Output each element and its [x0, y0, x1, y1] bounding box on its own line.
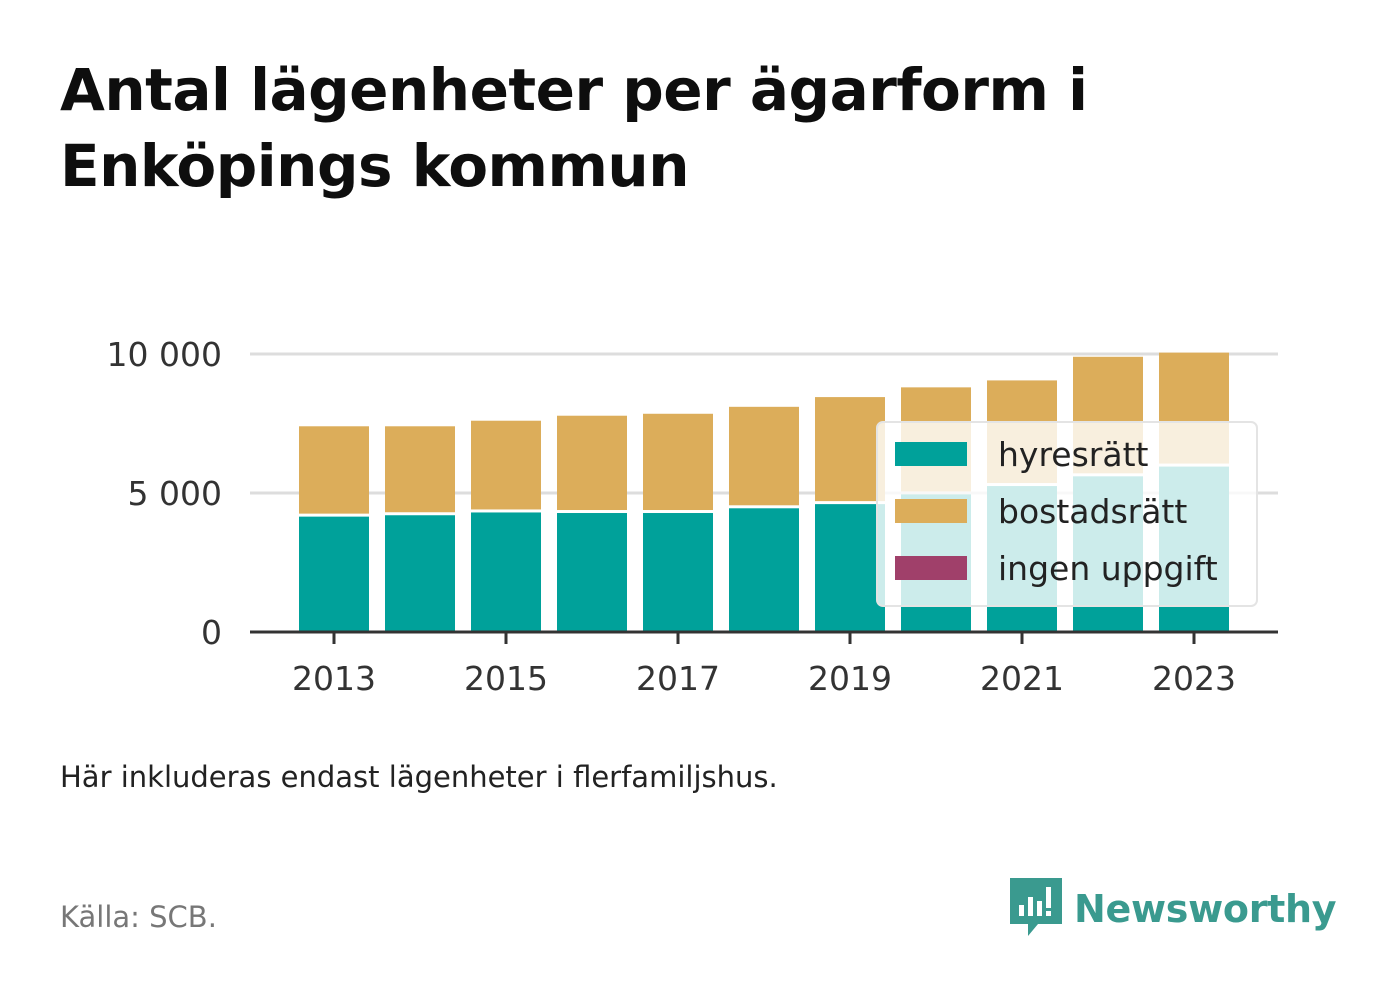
bar-2014-series-1 — [385, 426, 455, 513]
bar-2017-series-1 — [643, 413, 713, 511]
x-tick-label: 2021 — [980, 659, 1064, 698]
bar-2019-series-0 — [815, 504, 885, 632]
x-axis-ticks: 2013 2015 2017 2019 2021 2023 — [292, 632, 1236, 698]
x-tick-label: 2017 — [636, 659, 720, 698]
x-tick-label: 2013 — [292, 659, 376, 698]
x-tick-label: 2015 — [464, 659, 548, 698]
legend-swatch — [895, 556, 967, 580]
x-tick-label: 2023 — [1152, 659, 1236, 698]
newsworthy-logo[interactable]: Newsworthy — [1010, 878, 1337, 940]
brand-name: Newsworthy — [1074, 887, 1337, 931]
x-tick-label: 2019 — [808, 659, 892, 698]
legend-box — [876, 421, 1258, 607]
legend-swatch — [895, 442, 967, 466]
legend-label: bostadsrätt — [998, 492, 1187, 531]
bar-2015-series-1 — [471, 420, 541, 510]
y-tick-label: 10 000 — [107, 335, 222, 374]
legend: hyresrätt bostadsrätt ingen uppgift — [876, 421, 1258, 607]
bar-2016-series-0 — [557, 513, 627, 632]
bar-2018-series-0 — [729, 508, 799, 632]
legend-label: hyresrätt — [998, 435, 1149, 474]
y-axis-ticks: 0 5 000 10 000 — [107, 335, 222, 652]
bar-2013-series-0 — [299, 516, 369, 632]
y-tick-label: 0 — [201, 613, 222, 652]
legend-label: ingen uppgift — [998, 549, 1218, 588]
bar-2016-series-1 — [557, 415, 627, 511]
chart-title: Antal lägenheter per ägarform i Enköping… — [60, 56, 1088, 200]
newsworthy-logo-icon — [1010, 878, 1062, 936]
bar-2015-series-0 — [471, 512, 541, 632]
bar-2014-series-0 — [385, 515, 455, 632]
bar-2017-series-0 — [643, 513, 713, 632]
bar-2013-series-1 — [299, 426, 369, 514]
stacked-bar-chart: 0 5 000 10 000 2013 2015 2017 2019 2021 2023 hy… — [107, 335, 1278, 698]
y-tick-label: 5 000 — [128, 474, 222, 513]
bar-2018-series-1 — [729, 406, 799, 506]
bar-2019-series-1 — [815, 397, 885, 502]
chart-note: Här inkluderas endast lägenheter i flerf… — [60, 760, 778, 794]
legend-swatch — [895, 499, 967, 523]
source-text: Källa: SCB. — [60, 900, 217, 934]
